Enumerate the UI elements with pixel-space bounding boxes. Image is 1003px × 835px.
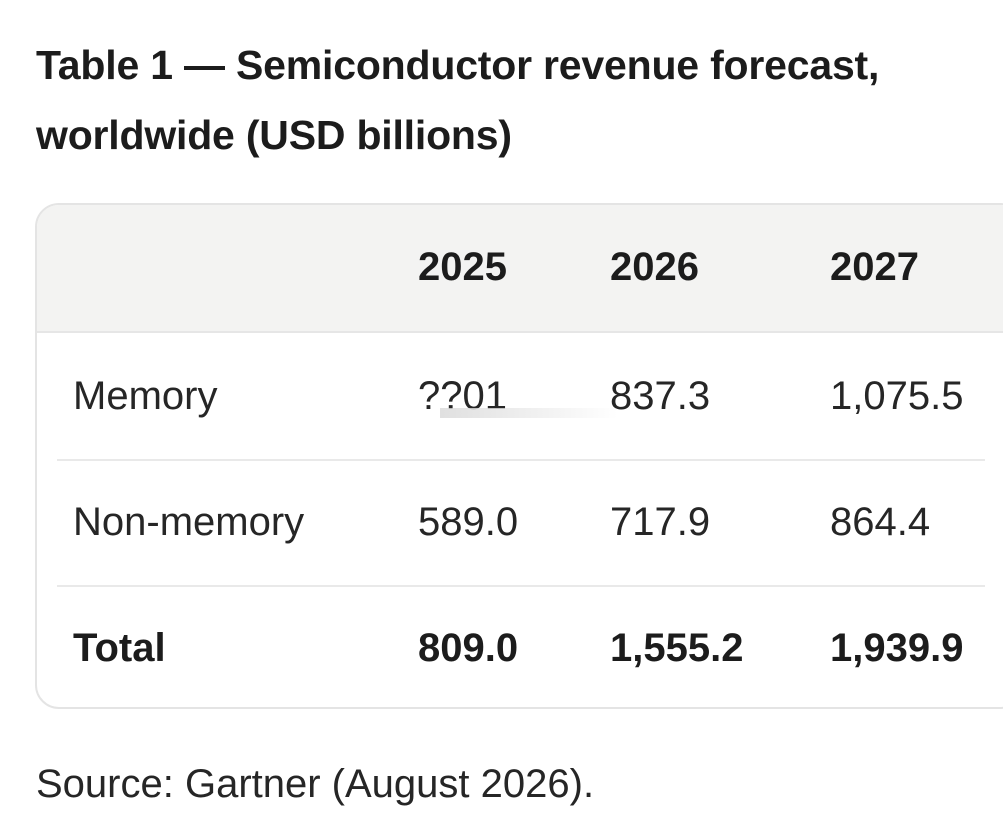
table-cell: 589.0 [418,500,519,544]
table-cell: 1,075.5 [830,374,964,418]
column-header-2026: 2026 [610,245,699,289]
table-cell: 809.0 [418,626,519,670]
obscured-value-overlay [440,408,618,418]
table-row-total: Total 809.0 1,555.2 1,939.9 [57,585,985,707]
column-header-2025: 2025 [418,245,507,289]
table-cell: 837.3 [610,374,711,418]
table-cell: 717.9 [610,500,711,544]
table-cell: 1,939.9 [830,626,964,670]
forecast-table: 2025 2026 2027 Memory ??01 837.3 1,075.5… [35,203,1003,709]
row-label: Non-memory [73,500,305,544]
table-row: Non-memory 589.0 717.9 864.4 [57,459,985,587]
table-title: Table 1 — Semiconductor revenue forecast… [36,42,880,158]
row-label: Memory [73,374,218,418]
source-note: Source: Gartner (August 2026). [36,762,595,806]
row-label: Total [73,626,166,670]
table-header-row: 2025 2026 2027 [37,205,1003,333]
table-row: Memory ??01 837.3 1,075.5 [57,333,985,461]
table-cell: 1,555.2 [610,626,744,670]
column-header-2027: 2027 [830,245,919,289]
table-cell: 864.4 [830,500,931,544]
